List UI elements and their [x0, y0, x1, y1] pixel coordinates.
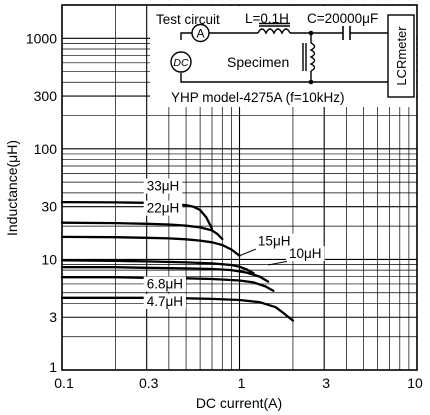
series-label-text: 15μH [258, 234, 291, 249]
ammeter-label: A [196, 27, 204, 41]
node-dot-bottom [308, 79, 314, 85]
series-label-text: 22μH [147, 201, 180, 216]
series-label-bg [143, 293, 186, 309]
series-label-bg [285, 246, 325, 262]
dc-source-icon [170, 51, 192, 73]
x-tick-label: 0.3 [139, 375, 159, 391]
series-label-bg [143, 276, 186, 292]
series-label: 6.8μH [143, 276, 186, 292]
plot-frame [61, 4, 418, 371]
series-line [60, 259, 255, 275]
specimen-coil [302, 42, 316, 72]
series-label-bg [143, 200, 183, 216]
series-line [60, 235, 241, 257]
ticks: 0.1 0.3 1 3 10 1 3 10 30 100 300 1000 [26, 30, 423, 391]
x-tick-label: 10 [407, 375, 423, 391]
series-label-bg [254, 233, 294, 249]
series-lines [60, 200, 295, 322]
capacitor-symbol [342, 26, 351, 40]
x-tick-label: 0.1 [54, 375, 74, 391]
ammeter-icon [191, 23, 210, 43]
y-tick-label: 1 [49, 359, 57, 375]
label-leader-line [239, 248, 257, 257]
x-axis-title: DC current(A) [196, 395, 282, 411]
node-dot-top [308, 30, 314, 36]
capacitor-label: C=20000μF [307, 11, 378, 26]
series-label-text: 6.8μH [147, 277, 183, 292]
series-line [60, 221, 224, 241]
y-tick-label: 100 [34, 141, 58, 157]
inductor-coil [257, 22, 291, 35]
y-axis-title: Inductance(μH) [4, 140, 20, 236]
series-label-text: 4.7μH [147, 294, 183, 309]
series-label: 15μH [254, 233, 294, 249]
x-tick-label: 1 [238, 375, 246, 391]
x-tick-label: 3 [322, 375, 330, 391]
test-circuit-inset: Test circuit L=0.1H C=20000μF [150, 6, 416, 107]
y-tick-label: 30 [41, 199, 57, 215]
series-label-bg [143, 178, 183, 194]
series-line [60, 266, 270, 283]
y-tick-label: 1000 [26, 30, 57, 46]
inductor-label: L=0.1H [245, 11, 289, 26]
y-tick-label: 300 [34, 88, 58, 104]
dc-source-label: DC [173, 57, 189, 69]
series-label-text: 33μH [147, 179, 180, 194]
circuit-wires [180, 32, 388, 83]
series-label: 22μH [143, 200, 183, 216]
label-leader-line [268, 260, 288, 266]
series-line [60, 200, 214, 230]
lcr-meter-label: LCRmeter [394, 26, 409, 86]
series-line [60, 296, 295, 322]
series-label: 4.7μH [143, 293, 186, 309]
y-tick-label: 3 [49, 309, 57, 325]
series-line [60, 276, 275, 292]
series-label: 10μH [285, 246, 325, 262]
test-circuit-title: Test circuit [156, 12, 220, 27]
series-label-text: 10μH [289, 246, 322, 261]
model-label: YHP model-4275A (f=10kHz) [171, 90, 344, 105]
series-label: 33μH [143, 178, 183, 194]
specimen-label: Specimen [227, 54, 289, 70]
lcr-meter-box [387, 14, 415, 98]
y-tick-label: 10 [41, 251, 57, 267]
